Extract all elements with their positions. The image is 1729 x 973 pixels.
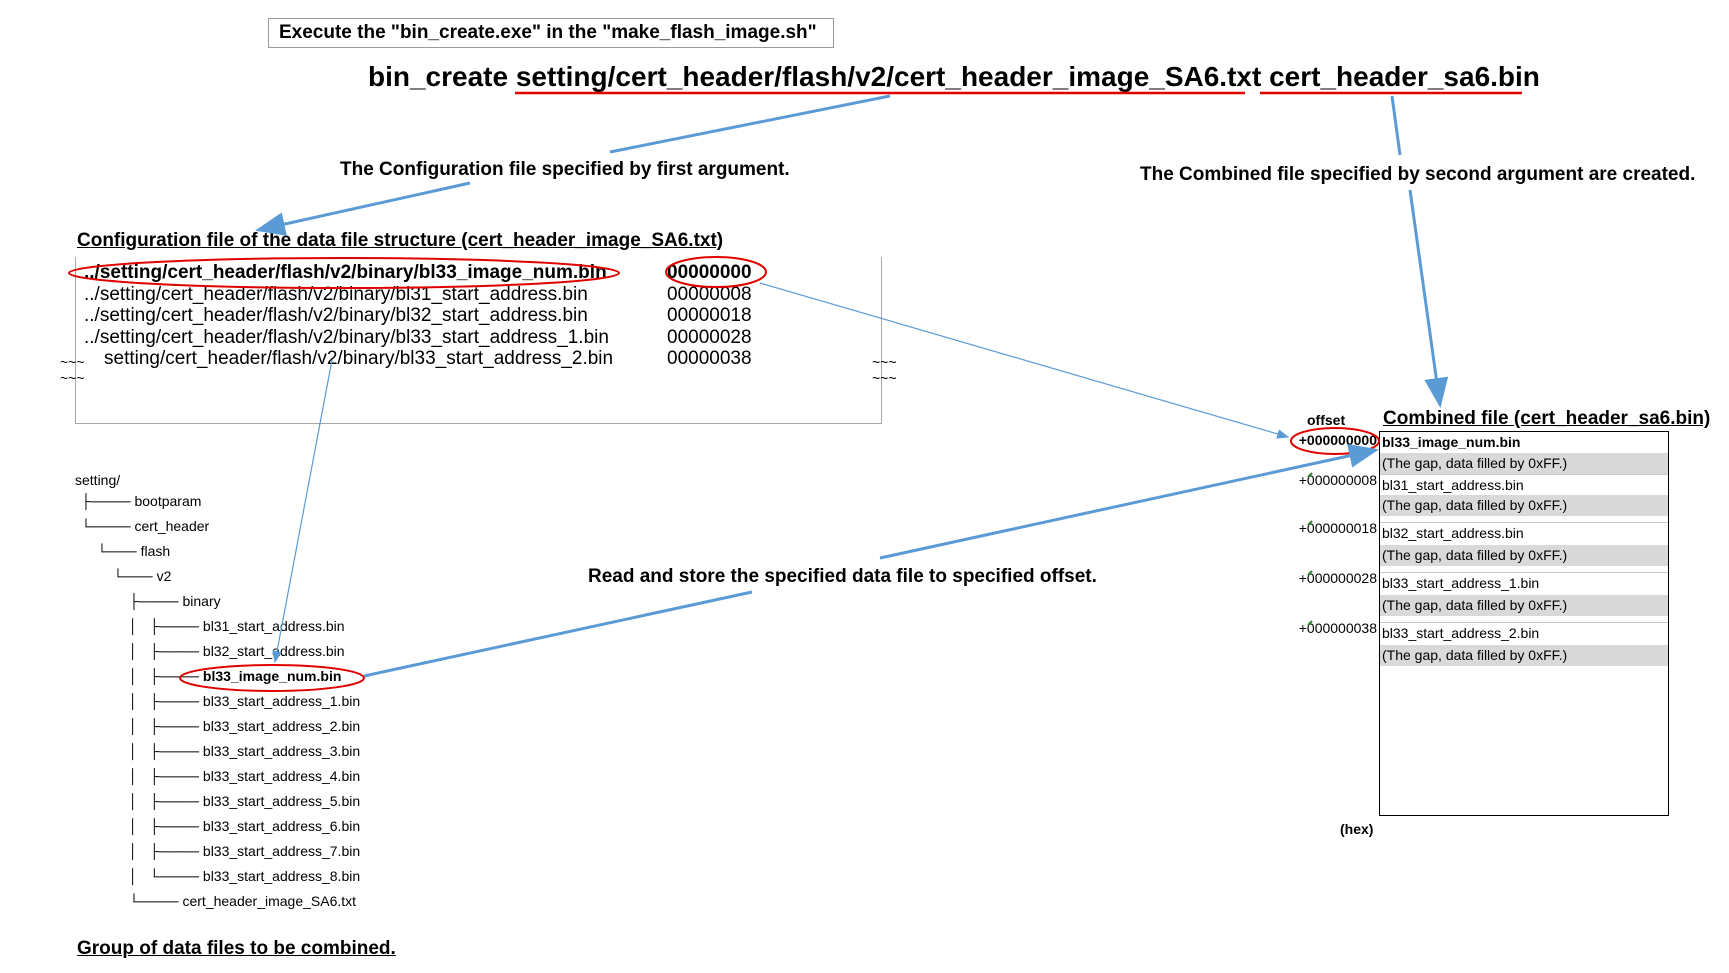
arrow-read-store-b [879, 444, 1379, 560]
command-line: bin_create setting/cert_header/flash/v2/… [368, 60, 1540, 94]
config-offset: 00000008 [667, 283, 752, 305]
tree-item: bl33_start_address_5.bin [202, 793, 361, 809]
combined-gap: (The gap, data filled by 0xFF.) [1380, 545, 1668, 566]
tree-branch: │ ├──── bl33_start_address_6.bin [129, 818, 361, 834]
combined-entry: bl33_start_address_2.bin [1380, 622, 1668, 643]
combined-offset-ellipse [1290, 427, 1380, 455]
config-row: ../setting/cert_header/flash/v2/binary/b… [84, 284, 752, 306]
config-rows: ../setting/cert_header/flash/v2/binary/b… [84, 262, 752, 370]
config-row: ../setting/cert_header/flash/v2/binary/b… [84, 262, 752, 284]
config-row: setting/cert_header/flash/v2/binary/bl33… [84, 348, 752, 370]
tree-item: flash [140, 543, 171, 559]
config-row: ../setting/cert_header/flash/v2/binary/b… [84, 305, 752, 327]
combined-offset: +000000000 [1298, 432, 1377, 448]
config-offset: 00000018 [667, 305, 752, 326]
tree-item: bl33_start_address_1.bin [202, 693, 361, 709]
config-ellipsis-right: ~~~ ~~~ [872, 354, 897, 386]
first-arg-note: The Configuration file specified by firs… [340, 159, 790, 180]
tree-branch: │ ├──── bl31_start_address.bin [129, 618, 345, 634]
tree-item: bl33_start_address_3.bin [202, 743, 361, 759]
tree-item: cert_header [134, 518, 210, 534]
tree-item: bl33_start_address_4.bin [202, 768, 361, 784]
config-box [75, 257, 882, 424]
offset-label: offset [1307, 412, 1346, 428]
combined-gap: (The gap, data filled by 0xFF.) [1380, 645, 1668, 666]
combined-gap: (The gap, data filled by 0xFF.) [1380, 453, 1668, 474]
arrow-offset-link [759, 282, 1290, 439]
tree-item-ellipse [179, 664, 365, 692]
combined-entry: bl32_start_address.bin [1380, 522, 1668, 543]
cmd-arg1: setting/cert_header/flash/v2/cert_header… [515, 61, 1262, 92]
tree-item: bootparam [134, 493, 202, 509]
tree-branch: └─── flash [97, 543, 171, 559]
arrow-second-arg-to-combined [1408, 189, 1449, 408]
combined-offset: +000000028 [1298, 570, 1377, 586]
tree-branch: └─── v2 [113, 568, 172, 584]
config-offset: 00000028 [667, 326, 752, 348]
tree-branch: │ └──── bl33_start_address_8.bin [129, 868, 361, 884]
second-arg-note: The Combined file specified by second ar… [1140, 164, 1696, 185]
arrow-read-store-a [363, 590, 753, 678]
tree-item: bl33_start_address_8.bin [202, 868, 361, 884]
config-path: ../setting/cert_header/flash/v2/binary/b… [84, 326, 609, 348]
tree-item: bl33_start_address_6.bin [202, 818, 361, 834]
tree-branch: ├──── bootparam [81, 493, 202, 509]
config-path: ../setting/cert_header/flash/v2/binary/b… [84, 262, 607, 283]
config-path: ../setting/cert_header/flash/v2/binary/b… [84, 283, 588, 305]
tree-branch: └──── cert_header_image_SA6.txt [129, 893, 357, 909]
arrow-config-to-tree [272, 359, 333, 664]
read-store-note: Read and store the specified data file t… [588, 566, 1097, 587]
tree-item: bl33_start_address_2.bin [202, 718, 361, 734]
config-path: setting/cert_header/flash/v2/binary/bl33… [104, 348, 614, 369]
config-path-ellipse [68, 257, 620, 289]
tree-branch: ├──── binary [129, 593, 221, 609]
tree-branch: │ ├──── bl33_start_address_7.bin [129, 843, 361, 859]
tree-root: setting/ [75, 472, 121, 488]
tree-branch: └──── cert_header [81, 518, 210, 534]
tree-item-highlight: bl33_image_num.bin [202, 668, 342, 684]
tree-item: bl33_start_address_7.bin [202, 843, 361, 859]
tree-branch: │ ├──── bl33_start_address_3.bin [129, 743, 361, 759]
combined-gap: (The gap, data filled by 0xFF.) [1380, 495, 1668, 516]
tree-item: cert_header_image_SA6.txt [182, 893, 357, 909]
cmd-arg2: cert_header_sa6.bin [1269, 61, 1540, 92]
combined-entry: bl31_start_address.bin [1380, 474, 1668, 495]
combined-box: bl33_image_num.bin (The gap, data filled… [1379, 431, 1669, 816]
exec-note-box: Execute the "bin_create.exe" in the "mak… [268, 18, 834, 48]
hex-label: (hex) [1340, 821, 1374, 837]
combined-offset: +000000038 [1298, 620, 1377, 636]
exec-note: Execute the "bin_create.exe" in the "mak… [279, 22, 817, 43]
arrow-second-arg [1390, 95, 1402, 156]
tree-caption: Group of data files to be combined. [77, 938, 396, 959]
config-offset-ellipse [665, 256, 767, 288]
tree-item: v2 [156, 568, 172, 584]
cmd-program: bin_create [368, 61, 509, 92]
tree-item: bl31_start_address.bin [202, 618, 345, 634]
combined-entry: bl33_image_num.bin [1380, 432, 1668, 453]
arrow-first-arg-to-config [255, 181, 471, 236]
combined-offset: +000000008 [1298, 472, 1377, 488]
tree-item: binary [182, 593, 221, 609]
config-path: ../setting/cert_header/flash/v2/binary/b… [84, 305, 588, 326]
tree-branch: │ ├──── bl33_start_address_1.bin [129, 693, 361, 709]
config-row: ../setting/cert_header/flash/v2/binary/b… [84, 327, 752, 349]
marker-ticks [1307, 472, 1313, 626]
tree-branch: │ ├──── bl33_start_address_4.bin [129, 768, 361, 784]
tree-branch: │ ├──── bl33_start_address_2.bin [129, 718, 361, 734]
combined-entry: bl33_start_address_1.bin [1380, 572, 1668, 593]
config-title: Configuration file of the data file stru… [77, 230, 724, 251]
config-offset: 00000000 [667, 262, 752, 283]
combined-offset: +000000018 [1298, 520, 1377, 536]
tree-branch: │ ├──── bl33_start_address_5.bin [129, 793, 361, 809]
combined-title: Combined file (cert_header_sa6.bin) [1383, 408, 1711, 429]
combined-gap: (The gap, data filled by 0xFF.) [1380, 595, 1668, 616]
config-ellipsis-left: ~~~ ~~~ [60, 354, 85, 386]
arrow-first-arg [609, 94, 891, 154]
config-offset: 00000038 [667, 348, 752, 369]
